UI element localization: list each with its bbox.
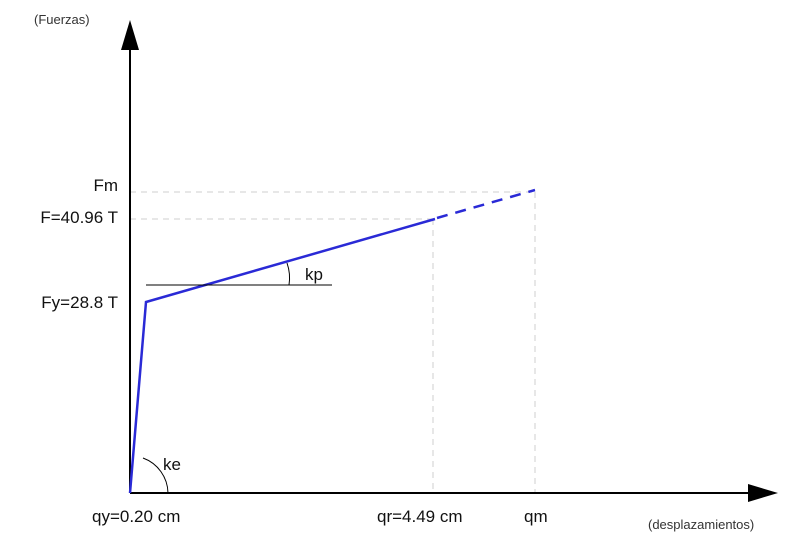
label-qy: qy=0.20 cm: [92, 507, 180, 526]
kp-angle-arc: [286, 262, 291, 286]
x-axis-label: (desplazamientos): [648, 517, 754, 532]
axes: [121, 20, 778, 502]
label-qr: qr=4.49 cm: [377, 507, 463, 526]
y-axis-label: (Fuerzas): [34, 12, 90, 27]
label-fy: Fy=28.8 T: [41, 293, 118, 312]
x-axis-arrowhead: [748, 484, 778, 502]
label-ke: ke: [163, 455, 181, 474]
label-fr: F=40.96 T: [40, 208, 118, 227]
guide-lines: [130, 191, 536, 493]
label-kp: kp: [305, 265, 323, 284]
label-fm: Fm: [93, 176, 118, 195]
extrapolated-branch: [436, 188, 536, 220]
elastic-and-plastic-branch: [128, 217, 436, 494]
kp-slope-marker: [146, 262, 332, 286]
y-axis-arrowhead: [121, 20, 139, 50]
ke-angle-arc: [142, 457, 169, 494]
capacity-curve: [128, 188, 536, 494]
label-qm: qm: [524, 507, 548, 526]
